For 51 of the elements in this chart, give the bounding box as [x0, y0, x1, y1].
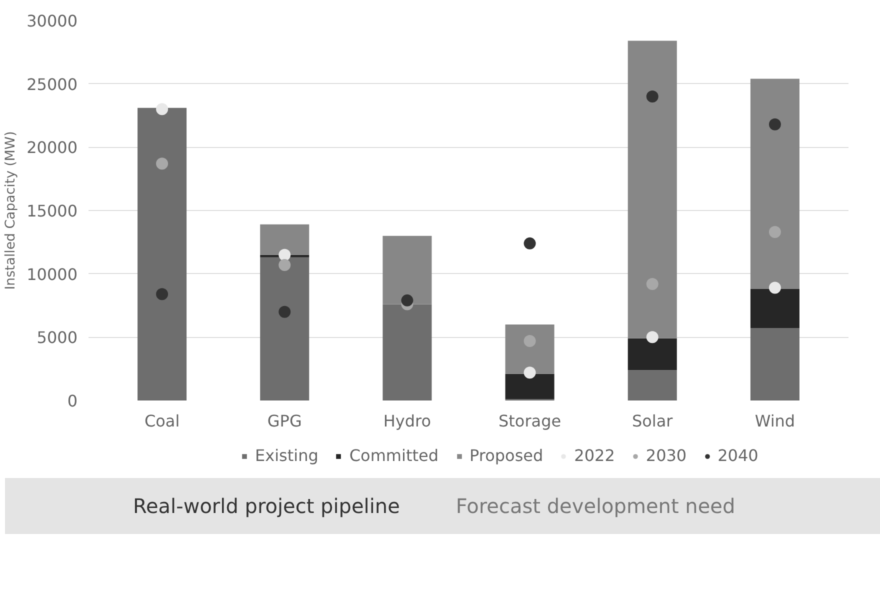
x-tick-label: Hydro	[383, 412, 432, 430]
bar	[382, 304, 432, 400]
bar	[628, 370, 677, 400]
y-tick-label: 25000	[26, 74, 78, 94]
point	[156, 158, 168, 170]
point	[278, 306, 291, 318]
point	[156, 103, 168, 116]
point	[768, 118, 781, 130]
point	[768, 282, 781, 294]
y-tick-label: 20000	[26, 138, 78, 158]
bar	[628, 338, 677, 370]
y-tick-label: 30000	[26, 12, 78, 30]
point	[524, 334, 536, 347]
y-tick-label: 0	[67, 392, 78, 410]
y-tick-label: 15000	[26, 202, 78, 220]
x-tick-label: Storage	[498, 412, 562, 430]
x-tick-label: Wind	[754, 412, 796, 430]
point	[156, 288, 168, 300]
point	[278, 248, 291, 261]
bar	[138, 108, 187, 400]
legend-label: Existing	[255, 446, 318, 465]
legend-label: Committed	[349, 446, 438, 465]
legend-label: Proposed	[470, 446, 544, 465]
bar	[505, 324, 554, 374]
bar	[750, 289, 800, 328]
point	[646, 278, 658, 290]
point	[768, 226, 781, 238]
y-axis-title: Installed Capacity (MW)	[4, 131, 19, 290]
bar	[260, 224, 310, 255]
point	[524, 237, 536, 250]
bar	[628, 40, 677, 338]
point	[401, 294, 414, 306]
x-tick-label: Coal	[144, 412, 180, 430]
point	[278, 258, 291, 271]
x-tick-label: GPG	[267, 412, 302, 430]
point	[524, 366, 536, 379]
bar	[750, 328, 800, 400]
bar	[750, 78, 800, 290]
text: Forecast development need	[456, 494, 736, 518]
x-tick-label: Solar	[632, 412, 674, 430]
legend-label: 2030	[646, 446, 687, 465]
bar	[505, 374, 554, 400]
point	[646, 331, 658, 344]
y-tick-label: 10000	[26, 264, 78, 284]
bar	[260, 257, 310, 400]
point	[646, 90, 658, 102]
bar	[382, 236, 432, 304]
y-tick-label: 5000	[36, 328, 78, 348]
legend-label: 2040	[718, 446, 758, 465]
legend-label: 2022	[574, 446, 615, 465]
text: Real-world project pipeline	[133, 494, 400, 518]
